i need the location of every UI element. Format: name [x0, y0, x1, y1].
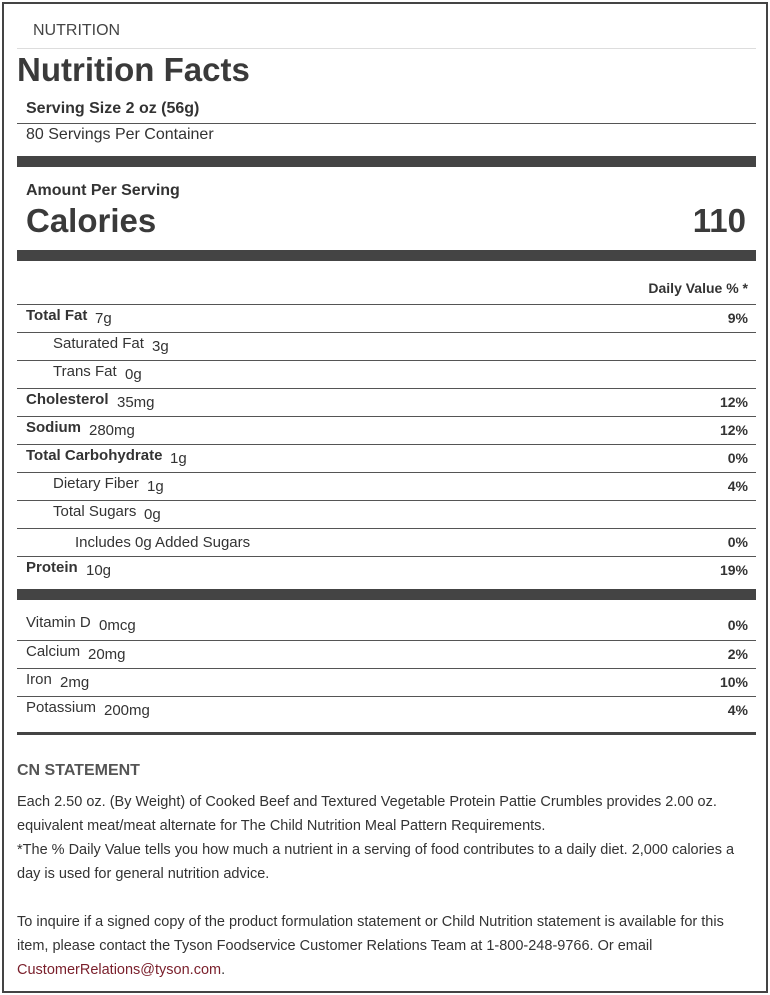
nutrient-amount: 20mg [88, 646, 126, 663]
nutrient-amount: 0g [144, 506, 161, 523]
inquiry: To inquire if a signed copy of the produ… [17, 910, 757, 982]
nutrient-label: Total Carbohydrate [26, 447, 163, 464]
nutrient-label: Vitamin D [26, 614, 91, 631]
servings-per-container: 80 Servings Per Container [26, 126, 214, 143]
nutrient-row: Cholesterol 35mg 12% [17, 388, 756, 416]
nutrient-row: Sodium 280mg 12% [17, 416, 756, 444]
nutrient-amount: 1g [170, 450, 187, 467]
divider [17, 123, 756, 124]
nutrient-daily-value: 4% [727, 702, 748, 718]
nutrient-daily-value: 10% [719, 674, 748, 690]
nutrient-amount: 35mg [117, 394, 155, 411]
divider [17, 48, 756, 49]
nutrient-label: Calcium [26, 643, 81, 660]
nutrient-daily-value: 12% [719, 422, 748, 438]
calories-label: Calories [26, 202, 157, 239]
nutrient-daily-value: 19% [719, 562, 748, 578]
nutrient-label: Trans Fat [53, 363, 117, 380]
nutrient-label: Includes 0g Added Sugars [75, 534, 251, 551]
nutrient-amount: 10g [86, 562, 112, 579]
nutrient-daily-value: 4% [727, 478, 748, 494]
nutrient-amount: 0g [125, 366, 142, 383]
thick-divider [17, 156, 756, 167]
cn-heading: CN STATEMENT [17, 762, 140, 779]
nutrient-amount: 2mg [60, 674, 90, 691]
nutrient-amount: 3g [152, 338, 169, 355]
nutrient-label: Total Fat [26, 307, 88, 324]
nutrient-row: Calcium 20mg 2% [17, 640, 756, 668]
nutrient-row: Total Carbohydrate 1g 0% [17, 444, 756, 472]
nutrient-amount: 0mcg [99, 617, 136, 634]
calories-value: 110 [692, 202, 746, 239]
cn-text: Each 2.50 oz. (By Weight) of Cooked Beef… [17, 794, 717, 834]
nutrient-daily-value: 9% [727, 310, 748, 326]
nutrient-daily-value: 2% [727, 646, 748, 662]
nutrient-amount: 1g [147, 478, 164, 495]
nutrient-daily-value: 0% [727, 617, 748, 633]
nutrient-label: Total Sugars [53, 503, 137, 520]
nutrient-row: Trans Fat 0g [17, 360, 756, 388]
page-title: Nutrition Facts [17, 51, 250, 88]
nutrient-row: Potassium 200mg 4% [17, 696, 756, 724]
nutrient-label: Iron [26, 671, 52, 688]
dv-note: *The % Daily Value tells you how much a … [17, 842, 735, 882]
nutrient-row: Saturated Fat 3g [17, 332, 756, 360]
nutrient-row: Vitamin D 0mcg 0% [17, 612, 756, 640]
amount-per-serving: Amount Per Serving [26, 182, 180, 199]
nutrient-label: Potassium [26, 699, 97, 716]
nutrient-label: Sodium [26, 419, 81, 436]
nutrient-daily-value: 0% [727, 450, 748, 466]
section-label: NUTRITION [33, 22, 121, 39]
nutrient-row: Protein 10g 19% [17, 556, 756, 584]
daily-value-header: Daily Value % * [648, 280, 748, 296]
nutrient-row: Total Sugars 0g [17, 500, 756, 528]
nutrient-row: Total Fat 7g 9% [17, 304, 756, 332]
nutrient-row: Dietary Fiber 1g 4% [17, 472, 756, 500]
nutrient-row: Includes 0g Added Sugars 0% [17, 528, 756, 556]
divider [17, 732, 756, 735]
cn-statement: Each 2.50 oz. (By Weight) of Cooked Beef… [17, 790, 757, 886]
nutrient-amount: 280mg [89, 422, 135, 439]
nutrient-row: Iron 2mg 10% [17, 668, 756, 696]
serving-size: Serving Size 2 oz (56g) [26, 100, 200, 117]
inquiry-end: . [221, 962, 226, 978]
nutrient-label: Protein [26, 559, 78, 576]
nutrient-label: Cholesterol [26, 391, 109, 408]
inquiry-text: To inquire if a signed copy of the produ… [17, 914, 724, 954]
nutrient-daily-value: 0% [727, 534, 748, 550]
nutrient-label: Dietary Fiber [53, 475, 139, 492]
nutrient-amount: 7g [95, 310, 112, 327]
email-link[interactable]: CustomerRelations@tyson.com [17, 962, 222, 978]
thick-divider [17, 589, 756, 600]
thick-divider [17, 250, 756, 261]
nutrient-label: Saturated Fat [53, 335, 144, 352]
nutrient-amount: 200mg [104, 702, 150, 719]
nutrient-daily-value: 12% [719, 394, 748, 410]
